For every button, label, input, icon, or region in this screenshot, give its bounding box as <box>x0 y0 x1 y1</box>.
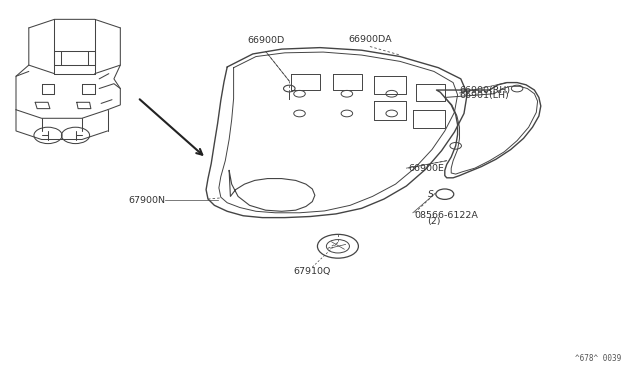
Text: 08566-6122A: 08566-6122A <box>415 211 479 219</box>
Text: S: S <box>428 190 434 199</box>
Text: 66900DA: 66900DA <box>348 35 392 44</box>
Text: (2): (2) <box>428 217 441 226</box>
Text: 66900D: 66900D <box>247 36 284 45</box>
Text: 66900E: 66900E <box>408 164 444 173</box>
Text: 67900N: 67900N <box>128 196 165 205</box>
Text: 67910Q: 67910Q <box>294 267 331 276</box>
Text: ^678^ 0039: ^678^ 0039 <box>575 354 621 363</box>
Text: 66901(LH): 66901(LH) <box>460 92 509 100</box>
Text: 66900(RH): 66900(RH) <box>460 86 511 94</box>
